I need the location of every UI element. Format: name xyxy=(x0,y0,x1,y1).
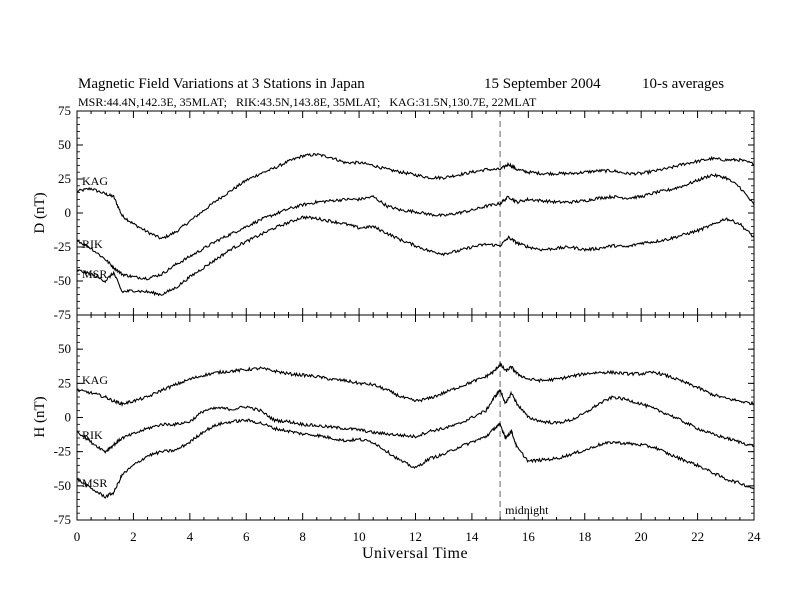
series-line-h-rik xyxy=(76,389,755,455)
y-tick-label: 50 xyxy=(58,341,71,356)
y-tick-label: -25 xyxy=(54,444,71,459)
x-tick-label: 14 xyxy=(465,529,479,544)
series-line-h-msr xyxy=(76,418,754,499)
x-tick-label: 12 xyxy=(409,529,422,544)
y-tick-label: -50 xyxy=(54,478,71,493)
series-line-d-kag xyxy=(76,152,755,240)
station-label-rik: RIK xyxy=(82,428,103,442)
y-tick-label: -75 xyxy=(54,512,71,527)
series-line-d-rik xyxy=(76,172,755,281)
chart-date: 15 September 2004 xyxy=(484,76,601,92)
y-tick-label: 25 xyxy=(58,375,71,390)
y-tick-label: -75 xyxy=(54,307,71,322)
midnight-label: midnight xyxy=(505,503,549,517)
d-axis-title: D (nT) xyxy=(32,192,48,233)
station-label-kag: KAG xyxy=(82,174,108,188)
station-label-rik: RIK xyxy=(82,237,103,251)
chart-title: Magnetic Field Variations at 3 Stations … xyxy=(78,76,365,92)
x-tick-label: 18 xyxy=(578,529,591,544)
x-tick-label: 16 xyxy=(522,529,536,544)
x-tick-label: 20 xyxy=(635,529,648,544)
station-label-kag: KAG xyxy=(82,373,108,387)
x-axis-title: Universal Time xyxy=(362,545,468,562)
y-tick-label: 0 xyxy=(65,410,72,425)
station-labels: KAG RIK MSR KAG RIK MSR xyxy=(82,174,108,490)
y-tick-label: 25 xyxy=(58,171,71,186)
chart-stations-line: MSR:44.4N,142.3E, 35MLAT; RIK:43.5N,143.… xyxy=(78,95,537,109)
h-axis-title: H (nT) xyxy=(32,396,48,437)
y-tick-label: -25 xyxy=(54,239,71,254)
x-tick-label: 10 xyxy=(353,529,366,544)
x-tick-label: 0 xyxy=(74,529,81,544)
h-panel-frame xyxy=(76,314,755,521)
x-tick-label: 8 xyxy=(299,529,306,544)
station-label-msr: MSR xyxy=(82,476,107,490)
y-tick-label: 50 xyxy=(58,137,71,152)
x-tick-label: 6 xyxy=(243,529,250,544)
x-tick-label: 22 xyxy=(691,529,704,544)
x-tick-label: 2 xyxy=(130,529,137,544)
series-lines xyxy=(76,152,755,499)
y-tick-label: 75 xyxy=(58,103,71,118)
x-tick-label: 4 xyxy=(187,529,194,544)
chart-averaging: 10-s averages xyxy=(642,76,724,92)
station-label-msr: MSR xyxy=(82,267,107,281)
series-line-h-kag xyxy=(76,361,755,408)
series-line-d-msr xyxy=(76,215,755,297)
y-tick-label: -50 xyxy=(54,273,71,288)
x-tick-label: 24 xyxy=(748,529,762,544)
y-tick-label: 0 xyxy=(65,205,72,220)
